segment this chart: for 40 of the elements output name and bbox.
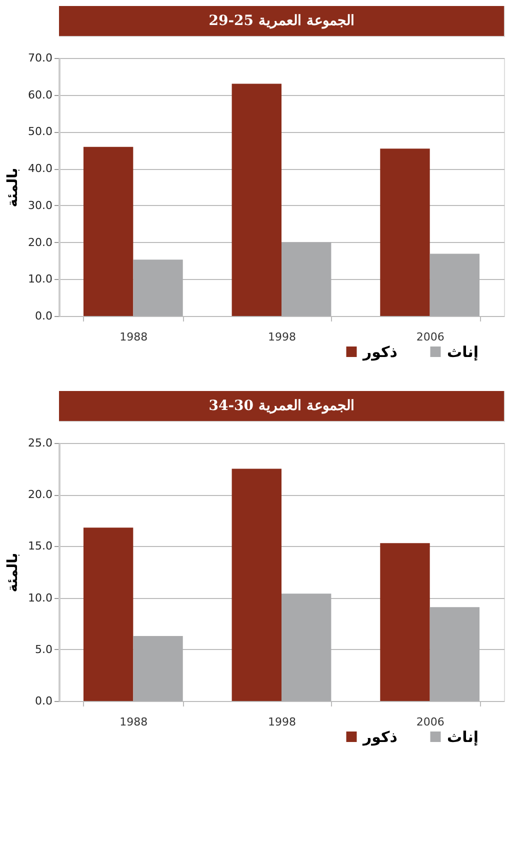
x-tick-label: 2006: [416, 716, 444, 728]
y-tick-label: 30.0: [28, 198, 52, 212]
x-tick-label: 2006: [416, 330, 444, 344]
y-tick-label: 10.0: [28, 591, 52, 604]
chart-title: الجموعة العمرية 30-34: [208, 398, 354, 414]
y-tick-label: 50.0: [28, 125, 52, 138]
y-tick-label: 60.0: [28, 88, 52, 102]
bar: [83, 528, 134, 701]
bar: [232, 84, 282, 316]
bar: [232, 468, 282, 701]
legend-label: ذكور: [362, 342, 398, 361]
chart-title: الجموعة العمرية 25-29: [208, 13, 354, 29]
bar: [430, 607, 480, 701]
y-tick-label: 20.0: [28, 488, 52, 502]
x-tick-label: 1988: [120, 330, 148, 344]
legend-label: ذكور: [362, 728, 398, 746]
y-tick-label: 0.0: [35, 310, 52, 322]
y-tick-label: 20.0: [28, 236, 52, 249]
y-tick-label: 10.0: [28, 272, 52, 286]
x-tick-label: 1998: [268, 330, 296, 344]
legend-label: إناث: [447, 342, 478, 361]
bar: [83, 146, 134, 316]
legend-label: إناث: [447, 728, 478, 746]
y-tick-label: 15.0: [28, 540, 52, 553]
x-tick-label: 1988: [120, 716, 148, 728]
x-tick-label: 1998: [268, 716, 296, 728]
bar: [282, 594, 332, 701]
y-tick-label: 25.0: [28, 436, 52, 450]
bar: [133, 636, 183, 701]
y-tick-label: 5.0: [35, 642, 52, 656]
y-axis-title: بالمئة: [5, 552, 22, 592]
bar: [380, 148, 430, 316]
bar: [133, 260, 183, 316]
y-tick-label: 40.0: [28, 162, 52, 176]
bar: [282, 242, 332, 316]
y-tick-label: 70.0: [28, 52, 52, 64]
y-tick-label: 0.0: [35, 694, 52, 708]
y-axis-title: بالمئة: [5, 168, 22, 208]
bar: [380, 543, 430, 701]
bar: [430, 254, 480, 316]
